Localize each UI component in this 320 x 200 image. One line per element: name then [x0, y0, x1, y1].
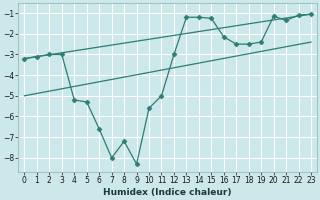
X-axis label: Humidex (Indice chaleur): Humidex (Indice chaleur)	[103, 188, 232, 197]
